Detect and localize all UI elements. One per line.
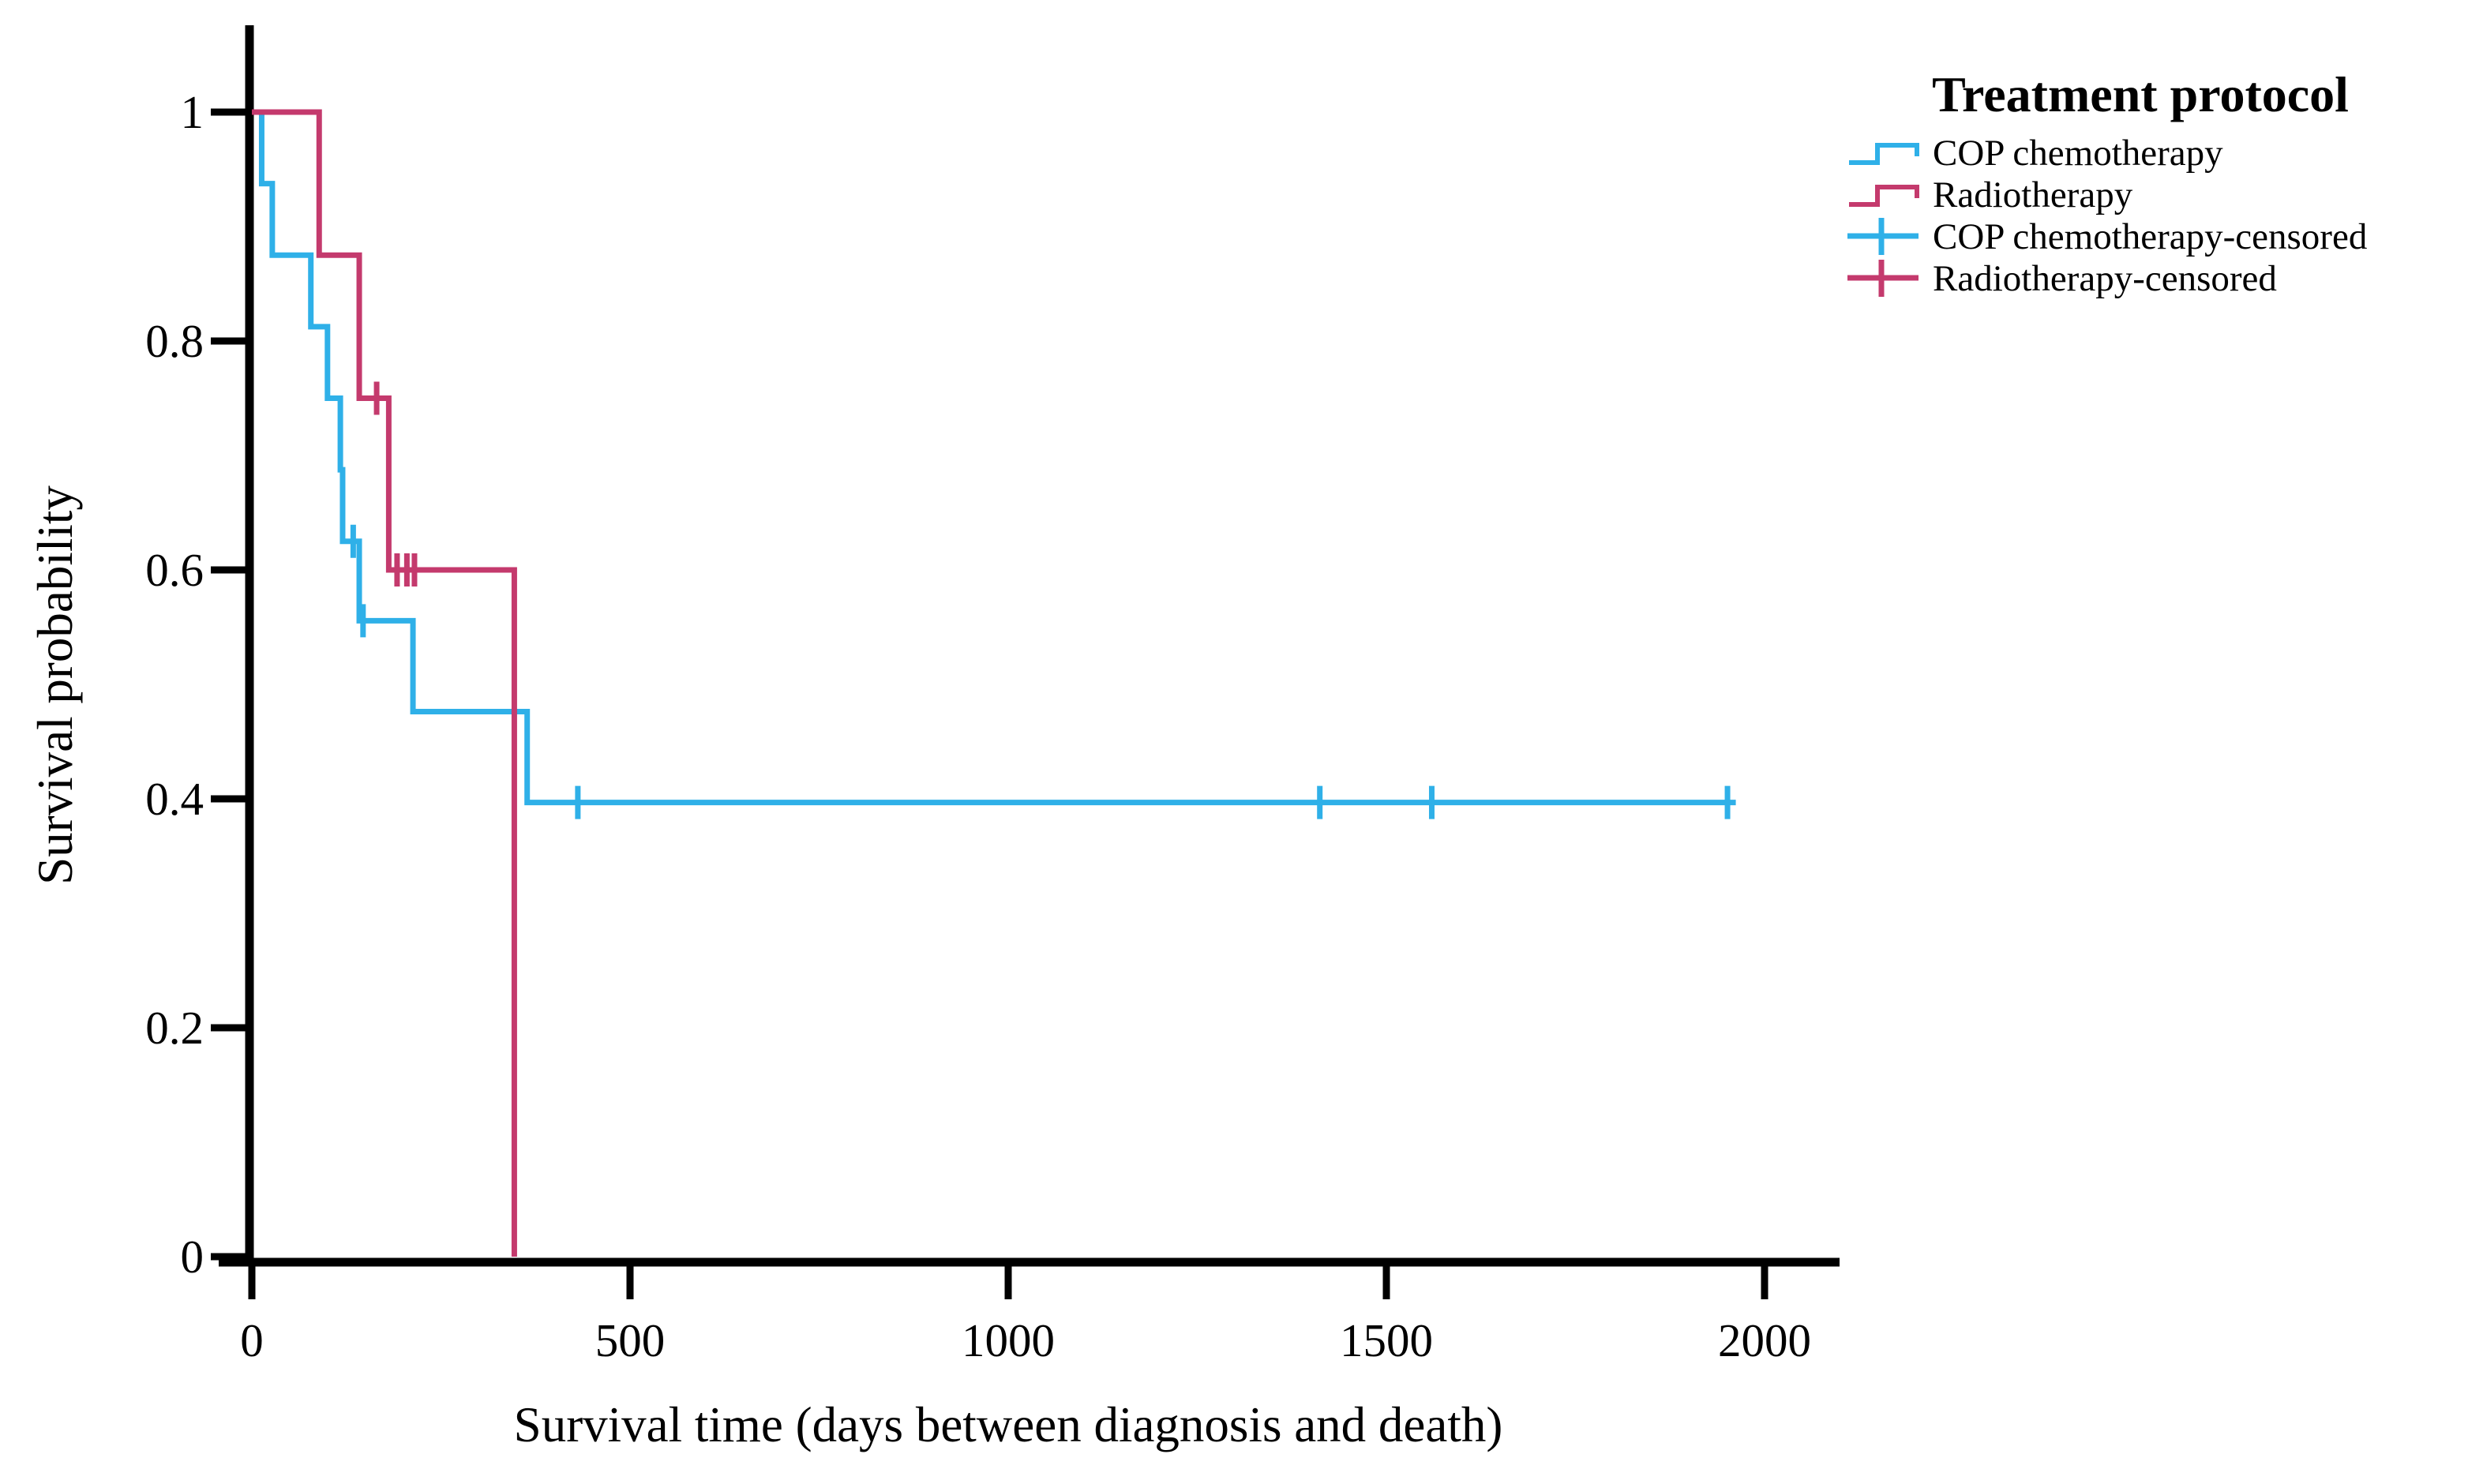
- legend: COP chemotherapy Radiotherapy COP chemot…: [1846, 132, 2367, 299]
- legend-item-label: COP chemotherapy-censored: [1933, 215, 2368, 257]
- y-axis-title: Survival probability: [28, 485, 83, 885]
- survival-curve-radiotherapy: [252, 109, 517, 1257]
- y-tick-label-0: 0: [180, 1231, 204, 1283]
- legend-item-label: Radiotherapy-censored: [1933, 257, 2277, 299]
- y-tick-label-0-2: 0.2: [145, 1002, 204, 1054]
- legend-title: Treatment protocol: [1932, 66, 2349, 122]
- x-tick-label-500: 500: [594, 1314, 666, 1366]
- step-line-icon: [1849, 142, 1919, 165]
- x-axis-title: Survival time (days between diagnosis an…: [513, 1397, 1503, 1452]
- legend-item-cop-chemotherapy: COP chemotherapy: [1846, 132, 2367, 174]
- x-tick-label-2000: 2000: [1718, 1314, 1811, 1366]
- survival-curve-cop-chemotherapy: [252, 109, 1736, 806]
- legend-item-label: COP chemotherapy: [1933, 132, 2223, 174]
- plus-cross-icon: [1847, 260, 1919, 297]
- x-tick-label-1000: 1000: [962, 1314, 1055, 1366]
- y-tick-label-0-6: 0.6: [145, 544, 204, 596]
- x-tick-label-1500: 1500: [1340, 1314, 1433, 1366]
- plus-cross-icon: [1847, 218, 1919, 255]
- y-tick-label-1: 1: [180, 86, 204, 138]
- legend-item-label: Radiotherapy: [1933, 174, 2133, 215]
- legend-item-radiotherapy: Radiotherapy: [1846, 174, 2367, 215]
- legend-item-cop-chemotherapy-censored: COP chemotherapy-censored: [1846, 215, 2367, 257]
- step-line-icon: [1849, 184, 1919, 207]
- legend-item-radiotherapy-censored: Radiotherapy-censored: [1846, 257, 2367, 299]
- y-tick-label-0-8: 0.8: [145, 315, 204, 367]
- y-tick-label-0-4: 0.4: [145, 773, 204, 825]
- x-tick-label-0: 0: [240, 1314, 264, 1366]
